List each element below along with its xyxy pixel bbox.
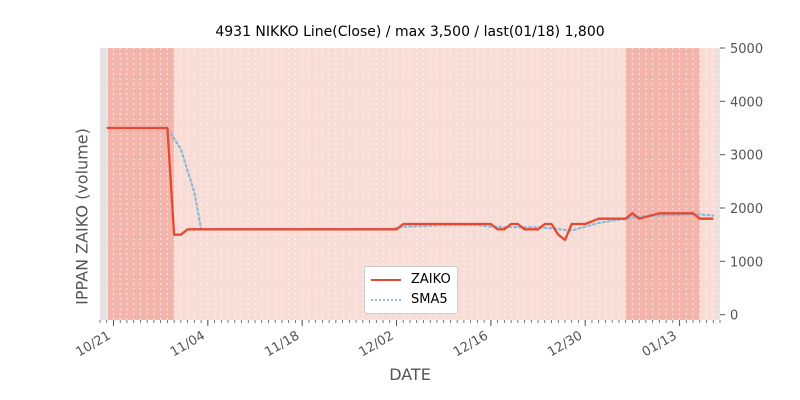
y-tick-label: 5000: [730, 42, 763, 57]
legend-swatch-zaiko: [371, 279, 401, 281]
legend-swatch-sma5: [371, 299, 401, 301]
x-tick-label: 11/18: [262, 328, 302, 360]
x-axis-title: DATE: [389, 365, 431, 384]
legend-label-zaiko: ZAIKO: [411, 272, 451, 287]
series-layer: [106, 126, 715, 242]
daily-stripes: [99, 48, 721, 320]
x-tick-label: 11/04: [168, 328, 208, 360]
y-tick-label: 0: [730, 309, 738, 324]
series-line-zaiko: [106, 126, 714, 242]
edge-band-left: [100, 48, 109, 320]
legend: ZAIKO SMA5: [364, 266, 458, 314]
chart-title: 4931 NIKKO Line(Close) / max 3,500 / las…: [215, 24, 605, 40]
x-tick-label: 12/02: [357, 328, 397, 360]
y-tick-label: 2000: [730, 202, 763, 217]
x-axis: 10/21 11/04 11/18 12/02 12/16 12/30 01/13: [74, 320, 721, 360]
legend-label-sma5: SMA5: [411, 292, 448, 307]
x-tick-label: 01/13: [640, 328, 680, 360]
highlight-band-2: [639, 48, 700, 320]
x-tick-label: 12/16: [451, 328, 491, 360]
y-tick-label: 1000: [730, 255, 763, 270]
series-line-sma5: [132, 126, 715, 232]
y-tick-label: 3000: [730, 149, 763, 164]
y-axis: 0 1000 2000 3000 4000 5000: [720, 42, 763, 324]
y-tick-label: 4000: [730, 95, 763, 110]
edge-band-right: [716, 48, 720, 320]
y-axis-title: IPPAN ZAIKO (volume): [72, 128, 92, 305]
legend-item-zaiko: ZAIKO: [369, 271, 455, 289]
legend-item-sma5: SMA5: [369, 291, 455, 309]
x-tick-label: 12/30: [545, 328, 585, 360]
